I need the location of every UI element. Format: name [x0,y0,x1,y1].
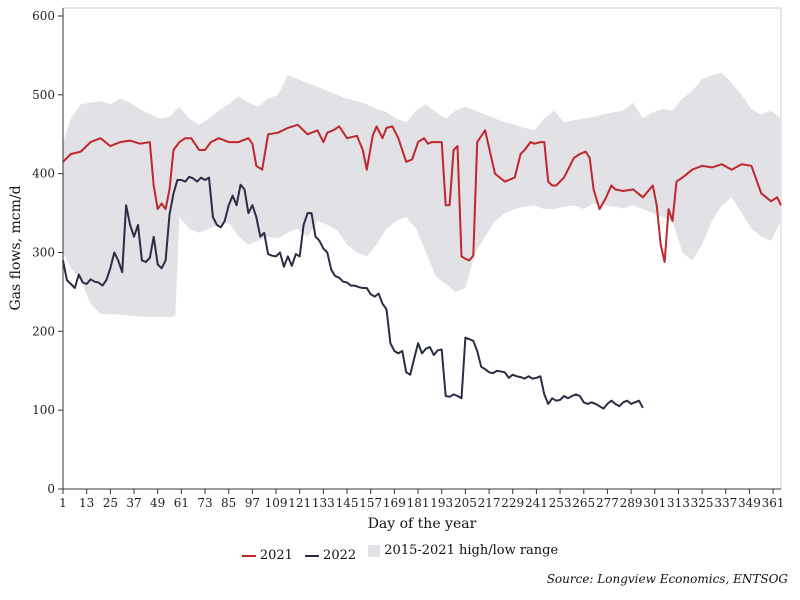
x-axis-title: Day of the year [368,516,477,532]
range-band [63,72,781,318]
legend-swatch-2021 [241,554,256,557]
x-tick-label: 97 [245,496,260,510]
source-note: Source: Longview Economics, ENTSOG [546,572,788,586]
x-ticks: 1 13 25 37 49 61 73 85 97 109 121 133 145 157 169 181 19… [59,489,785,510]
x-tick-label: 133 [312,496,335,510]
x-tick-label: 241 [525,496,548,510]
x-tick-label: 253 [549,496,572,510]
x-tick-label: 349 [738,496,761,510]
x-tick-label: 229 [501,496,524,510]
series-line-2021 [62,123,782,263]
x-tick-label: 289 [620,496,643,510]
y-tick-label: 0 [47,482,55,496]
y-tick-label: 200 [32,324,55,338]
x-tick-label: 37 [126,496,141,510]
x-tick-label: 325 [691,496,714,510]
y-ticks: 0 100 200 300 400 500 600 [32,9,63,496]
x-tick-label: 181 [407,496,430,510]
x-tick-label: 145 [336,496,359,510]
x-tick-label: 1 [59,496,67,510]
x-tick-label: 217 [478,496,501,510]
legend-swatch-2022 [305,554,320,557]
x-tick-label: 361 [762,496,785,510]
legend-swatch-range [368,544,381,557]
x-tick-label: 13 [79,496,94,510]
legend-item-range: 2015-2021 high/low range [368,543,558,558]
y-tick-label: 100 [32,403,55,417]
series-line-2022 [62,175,644,410]
x-tick-label: 73 [197,496,212,510]
x-tick-label: 277 [596,496,619,510]
legend-label-2022: 2022 [323,548,357,563]
y-tick-label: 300 [32,246,55,260]
x-tick-label: 25 [103,496,118,510]
x-tick-label: 313 [667,496,690,510]
y-axis-title: Gas flows, mcm/d [8,185,24,310]
x-tick-label: 109 [265,496,288,510]
x-tick-label: 337 [714,496,737,510]
legend-item-2021: 2021 [241,548,293,563]
range-layer [63,72,781,318]
x-tick-label: 265 [572,496,595,510]
legend-item-2022: 2022 [305,548,356,563]
x-tick-label: 49 [150,496,165,510]
x-tick-label: 205 [454,496,477,510]
lines-layer [62,123,782,410]
legend-label-2021: 2021 [259,548,293,563]
x-tick-label: 301 [643,496,666,510]
x-tick-label: 169 [383,496,406,510]
x-tick-label: 157 [359,496,382,510]
y-tick-label: 500 [32,88,55,102]
x-tick-label: 193 [430,496,453,510]
x-tick-label: 61 [174,496,189,510]
y-tick-label: 400 [32,167,55,181]
axes-layer [62,8,781,490]
legend: 2021 2022 2015-2021 high/low range [0,543,800,563]
y-tick-label: 600 [32,9,55,23]
x-tick-label: 85 [221,496,236,510]
x-tick-label: 121 [288,496,311,510]
legend-label-range: 2015-2021 high/low range [384,543,559,558]
